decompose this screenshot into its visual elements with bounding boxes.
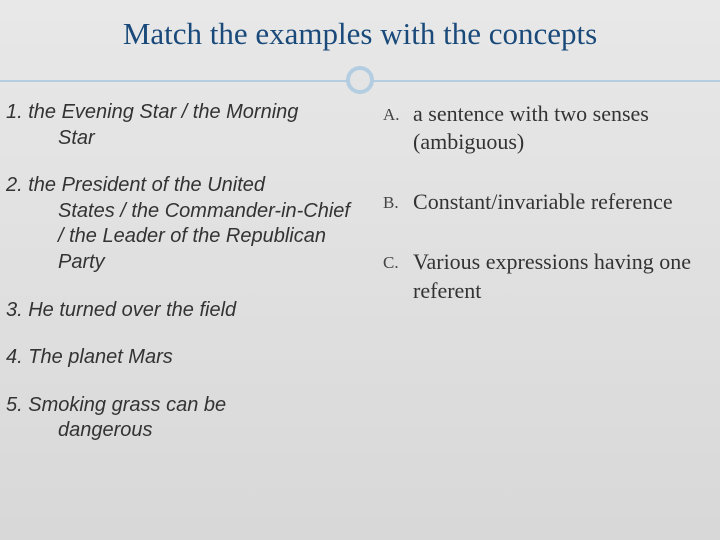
concept-item: B. Constant/invariable reference: [383, 188, 708, 216]
divider-circle-icon: [346, 66, 374, 94]
example-text: 1. the Evening Star / the Morning: [6, 101, 298, 123]
example-item: 3. He turned over the field: [6, 298, 359, 324]
example-text: 2. the President of the United: [6, 174, 265, 196]
example-text: 5. Smoking grass can be: [6, 394, 226, 416]
example-text: 4. The planet Mars: [6, 346, 173, 368]
slide-title: Match the examples with the concepts: [0, 0, 720, 72]
concepts-column: A. a sentence with two senses (ambiguous…: [371, 100, 708, 466]
example-item: 5. Smoking grass can be dangerous: [6, 393, 359, 444]
slide: Match the examples with the concepts 1. …: [0, 0, 720, 540]
concept-text: Constant/invariable reference: [413, 188, 708, 216]
divider: [0, 66, 720, 94]
concept-item: A. a sentence with two senses (ambiguous…: [383, 100, 708, 156]
concept-letter: A.: [383, 100, 413, 156]
concept-letter: B.: [383, 188, 413, 216]
concept-item: C. Various expressions having one refere…: [383, 248, 708, 304]
concept-text: Various expressions having one referent: [413, 248, 708, 304]
examples-column: 1. the Evening Star / the Morning Star 2…: [6, 100, 371, 466]
example-item: 1. the Evening Star / the Morning Star: [6, 100, 359, 151]
example-text-cont: States / the Commander-in-Chief / the Le…: [16, 199, 359, 276]
content-columns: 1. the Evening Star / the Morning Star 2…: [0, 100, 720, 466]
example-item: 4. The planet Mars: [6, 345, 359, 371]
example-item: 2. the President of the United States / …: [6, 173, 359, 275]
example-text-cont: Star: [16, 126, 359, 152]
concept-letter: C.: [383, 248, 413, 304]
concept-text: a sentence with two senses (ambiguous): [413, 100, 708, 156]
example-text: 3. He turned over the field: [6, 299, 236, 321]
example-text-cont: dangerous: [16, 418, 359, 444]
